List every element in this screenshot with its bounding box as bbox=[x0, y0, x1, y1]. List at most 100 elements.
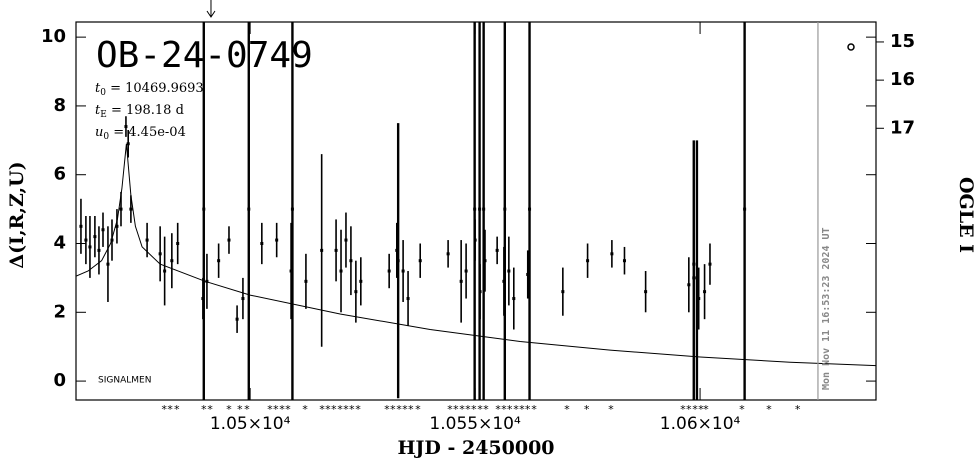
y2-axis-label: OGLE I bbox=[955, 177, 977, 253]
plot-area bbox=[76, 22, 876, 400]
data-point bbox=[344, 238, 348, 242]
param-symbol: t bbox=[95, 103, 101, 118]
model-curve bbox=[76, 143, 876, 367]
observation-marker: * bbox=[703, 403, 710, 416]
data-point bbox=[97, 248, 101, 252]
observation-marker: * bbox=[343, 403, 350, 416]
param-text: = 198.18 d bbox=[107, 103, 184, 118]
param-symbol: t bbox=[95, 81, 101, 96]
y-tick-label: 6 bbox=[53, 164, 66, 185]
x-axis-label: HJD - 2450000 bbox=[397, 437, 554, 459]
legend-marker bbox=[847, 43, 855, 51]
data-point bbox=[334, 248, 338, 252]
data-point bbox=[124, 125, 128, 129]
y-axis-label: Δ(I,R,Z,U) bbox=[6, 161, 28, 268]
data-point bbox=[507, 269, 511, 273]
observation-marker: * bbox=[272, 403, 279, 416]
data-point bbox=[703, 290, 707, 294]
data-point bbox=[106, 262, 110, 266]
observation-marker: * bbox=[583, 403, 590, 416]
data-point bbox=[247, 207, 251, 211]
y-tick-label: 0 bbox=[53, 370, 66, 391]
data-point bbox=[586, 259, 590, 263]
data-point bbox=[482, 207, 486, 211]
data-point bbox=[644, 290, 648, 294]
observation-marker: * bbox=[407, 403, 414, 416]
data-point bbox=[145, 238, 149, 242]
observation-marker: * bbox=[319, 403, 326, 416]
observation-marker: * bbox=[226, 403, 233, 416]
data-point bbox=[260, 242, 264, 246]
data-point bbox=[610, 252, 614, 256]
observation-marker: * bbox=[692, 403, 699, 416]
observation-marker: * bbox=[531, 403, 538, 416]
data-point bbox=[446, 252, 450, 256]
y2-tick-label: 15 bbox=[890, 31, 915, 52]
observation-marker: * bbox=[384, 403, 391, 416]
y-tick-label: 10 bbox=[41, 26, 66, 47]
data-point bbox=[115, 224, 119, 228]
observation-marker: * bbox=[513, 403, 520, 416]
observation-marker: * bbox=[524, 403, 531, 416]
data-point bbox=[275, 238, 279, 242]
data-point bbox=[176, 242, 180, 246]
observation-marker: * bbox=[279, 403, 286, 416]
data-point bbox=[503, 207, 507, 211]
observation-marker: * bbox=[680, 403, 687, 416]
data-point bbox=[528, 207, 532, 211]
observation-marker: * bbox=[495, 403, 502, 416]
param-subscript: 0 bbox=[103, 132, 109, 142]
data-point bbox=[217, 259, 221, 263]
credit: SIGNALMEN bbox=[98, 376, 151, 386]
observation-marker: * bbox=[173, 403, 180, 416]
data-point bbox=[708, 262, 712, 266]
x-tick-label: 1.055×10⁴ bbox=[429, 414, 521, 434]
observation-marker: * bbox=[402, 403, 409, 416]
data-point bbox=[349, 259, 353, 263]
data-point bbox=[473, 207, 477, 211]
data-point bbox=[478, 207, 482, 211]
observation-marker: * bbox=[519, 403, 526, 416]
observation-marker: * bbox=[396, 403, 403, 416]
param-text: = 4.45e-04 bbox=[109, 125, 186, 140]
observation-marker: * bbox=[331, 403, 338, 416]
observation-marker: * bbox=[337, 403, 344, 416]
y-tick-label: 4 bbox=[53, 233, 66, 254]
param-subscript: 0 bbox=[100, 88, 106, 98]
observation-marker: * bbox=[739, 403, 746, 416]
data-point bbox=[687, 283, 691, 287]
data-point bbox=[359, 279, 363, 283]
observation-marker: * bbox=[608, 403, 615, 416]
data-point bbox=[88, 245, 92, 249]
observation-marker: * bbox=[349, 403, 356, 416]
y-tick-label: 2 bbox=[53, 301, 66, 322]
data-point bbox=[205, 279, 209, 283]
param-symbol: u bbox=[95, 125, 103, 140]
observation-marker: * bbox=[325, 403, 332, 416]
observation-marker: * bbox=[470, 403, 477, 416]
fit-parameter: t0 = 10469.9693 bbox=[95, 81, 204, 98]
data-point bbox=[459, 279, 463, 283]
data-point bbox=[119, 207, 123, 211]
data-point bbox=[622, 259, 626, 263]
observation-marker: * bbox=[766, 403, 773, 416]
data-point bbox=[101, 228, 105, 232]
plot-frame bbox=[75, 21, 877, 401]
data-point bbox=[93, 235, 97, 239]
data-point bbox=[406, 297, 410, 301]
x-tick-label: 1.05×10⁴ bbox=[210, 414, 291, 434]
observation-marker: * bbox=[452, 403, 459, 416]
observation-marker: * bbox=[477, 403, 484, 416]
data-point bbox=[235, 317, 239, 321]
data-point bbox=[290, 207, 294, 211]
data-point bbox=[79, 224, 83, 228]
observation-marker: * bbox=[698, 403, 705, 416]
data-point bbox=[354, 290, 358, 294]
data-point bbox=[289, 269, 293, 273]
observation-marker: * bbox=[355, 403, 362, 416]
data-point bbox=[170, 259, 174, 263]
observation-marker: * bbox=[207, 403, 214, 416]
data-point bbox=[512, 297, 516, 301]
data-point bbox=[387, 269, 391, 273]
